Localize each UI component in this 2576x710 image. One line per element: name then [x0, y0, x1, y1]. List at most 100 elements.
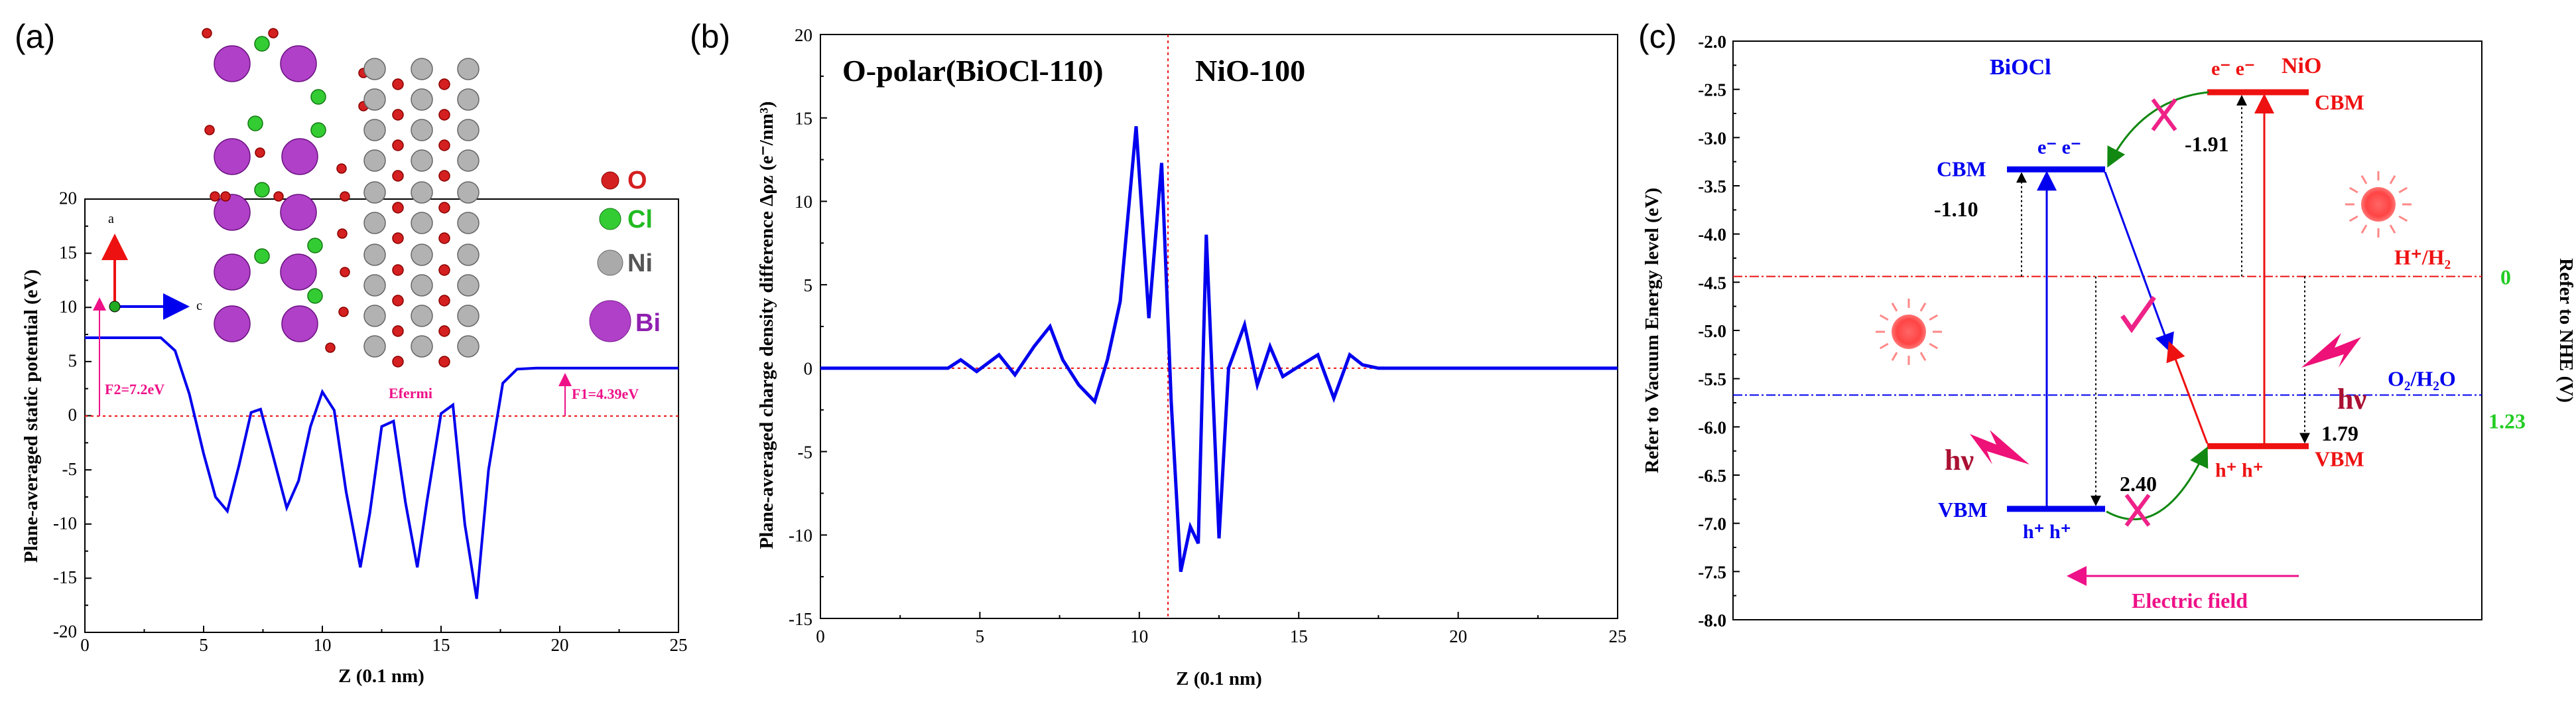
ni-atom — [457, 149, 480, 172]
x-tick-label: 5 — [199, 635, 208, 655]
y-tick-label: -3.5 — [1698, 177, 1726, 196]
sun-ray — [1879, 314, 1889, 321]
cross-mark-bottom — [2124, 494, 2151, 527]
y-tick-label: -15 — [53, 567, 77, 587]
panel-b-ticks: 0 5 10 15 20 25 -15 -10 -5 0 5 10 15 20 — [789, 25, 1627, 646]
x-tick-label: 10 — [1130, 626, 1148, 646]
o-atom — [438, 325, 450, 337]
x-tick-label: 5 — [976, 626, 985, 646]
o-atom — [438, 109, 450, 121]
sun-ray — [1891, 302, 1898, 312]
efermi-label: Efermi — [389, 385, 432, 401]
y-tick-label: 5 — [804, 275, 813, 295]
nio-holes: h⁺ h⁺ — [2215, 459, 2264, 481]
nhe-1-23-label: 1.23 — [2488, 409, 2526, 433]
sun-disc — [1892, 315, 1926, 349]
ni-atom — [363, 88, 386, 111]
ni-atom — [411, 274, 433, 297]
ni-atom — [411, 88, 433, 111]
x-tick-label: 0 — [80, 635, 90, 655]
panel-a: (a) 0 5 10 15 20 25 -20 -15 -10 -5 0 5 10 15 20 F2=7.2… — [15, 18, 688, 687]
y-tick-label: -7.0 — [1698, 514, 1726, 534]
o-atom — [438, 78, 450, 90]
panel-c: (c) -2.0 -2.5 -3.0 -3.5 -4.0 -4.5 -5.0 -5.5 -6.0… — [1638, 18, 2576, 630]
ni-atom — [411, 244, 433, 266]
o-atom — [202, 28, 212, 38]
ni-atom — [363, 274, 386, 297]
ni-atom — [411, 212, 433, 234]
nhe-0-label: 0 — [2500, 265, 2511, 289]
ni-atom — [411, 58, 433, 80]
bi-atom — [214, 45, 251, 82]
o-atom — [204, 125, 215, 135]
bi-atom — [281, 305, 318, 342]
y-tick-label: -10 — [53, 513, 77, 533]
cl-atom — [307, 238, 323, 253]
cl-atom — [310, 89, 326, 105]
bioc-cbm-value: -1.10 — [1934, 197, 1978, 221]
ni-atom — [457, 58, 480, 80]
cl-atom — [310, 122, 326, 138]
legend-cl-label: Cl — [627, 206, 653, 234]
bi-atom — [280, 194, 317, 231]
sun-ray — [1891, 352, 1898, 362]
sun-ray — [1929, 314, 1939, 321]
electric-field-label: Electric field — [2132, 589, 2248, 612]
x-tick-label: 10 — [314, 635, 332, 655]
blocked-hole-arrow — [2106, 446, 2209, 521]
cl-atom — [254, 248, 270, 264]
f1-label: F1=4.39eV — [572, 386, 639, 402]
legend-ni-atom — [597, 249, 623, 276]
panel-c-frame — [1732, 40, 2482, 620]
o-atom — [392, 78, 404, 90]
sun-ray — [1919, 302, 1927, 312]
legend-bi-label: Bi — [635, 309, 661, 337]
y-tick-label: 10 — [795, 192, 812, 212]
panel-a-label: (a) — [15, 18, 55, 55]
y-tick-label: 20 — [795, 25, 812, 45]
y-tick-label: -8.0 — [1698, 610, 1726, 630]
y-tick-label: -2.0 — [1698, 32, 1726, 52]
o-atom — [340, 267, 350, 277]
nio-label: NiO — [2282, 54, 2321, 78]
o-atom — [340, 191, 350, 202]
o-atom — [438, 139, 450, 151]
sun-ray — [2360, 224, 2368, 234]
x-tick-label: 25 — [1609, 626, 1627, 646]
y-tick-label: -7.5 — [1698, 562, 1726, 582]
sun-ray — [2349, 186, 2358, 194]
panel-b-xlabel: Z (0.1 nm) — [1176, 668, 1262, 689]
sun-icon-right — [2345, 171, 2412, 238]
reference-dotted-arrows — [2016, 95, 2310, 506]
ni-atom — [457, 335, 480, 358]
ni-atom — [411, 181, 433, 204]
ni-atom — [363, 58, 386, 80]
ni-atom — [363, 149, 386, 172]
sun-ray — [1879, 342, 1889, 350]
hv-label-left: hν — [1945, 444, 1974, 476]
y-tick-label: -5 — [62, 459, 78, 479]
y-tick-label: -3.0 — [1698, 128, 1726, 148]
y-tick-label: -10 — [789, 526, 812, 545]
panel-a-series-line — [85, 336, 678, 599]
ni-atom — [457, 305, 480, 327]
y-tick-label: 5 — [68, 351, 78, 371]
ni-atom — [411, 335, 433, 358]
bioc-vbm-value: 2.40 — [2120, 472, 2157, 496]
cl-atom — [247, 115, 263, 131]
x-tick-label: 25 — [670, 635, 688, 655]
o-atom — [438, 232, 450, 244]
electron-transfer-arrow — [2104, 171, 2174, 354]
bi-atom — [280, 253, 317, 291]
y-tick-label: -6.0 — [1698, 417, 1726, 437]
o-atom — [438, 170, 450, 182]
cl-atom — [254, 36, 270, 52]
hole-transfer-arrow — [2166, 341, 2209, 444]
nio-electrons: e⁻ e⁻ — [2211, 58, 2255, 80]
o-atom — [392, 232, 404, 244]
y-tick-label: -5.0 — [1698, 321, 1726, 341]
y-tick-label: -4.5 — [1698, 273, 1726, 293]
ni-atom — [457, 88, 480, 111]
o-atom — [338, 307, 349, 317]
